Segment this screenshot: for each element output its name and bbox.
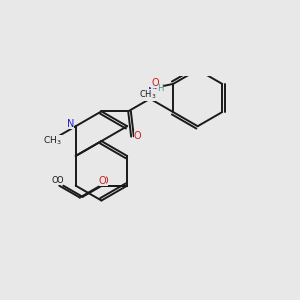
- Text: O: O: [134, 131, 142, 141]
- Text: O: O: [152, 78, 159, 88]
- Text: N: N: [67, 119, 74, 129]
- Text: O: O: [100, 176, 108, 186]
- Text: CH$_3$: CH$_3$: [43, 135, 62, 147]
- Text: H: H: [157, 84, 163, 93]
- Text: O: O: [56, 176, 63, 185]
- Text: O: O: [52, 176, 58, 185]
- Text: CH$_3$: CH$_3$: [139, 88, 157, 101]
- Text: O: O: [99, 176, 106, 186]
- Text: N: N: [148, 87, 155, 97]
